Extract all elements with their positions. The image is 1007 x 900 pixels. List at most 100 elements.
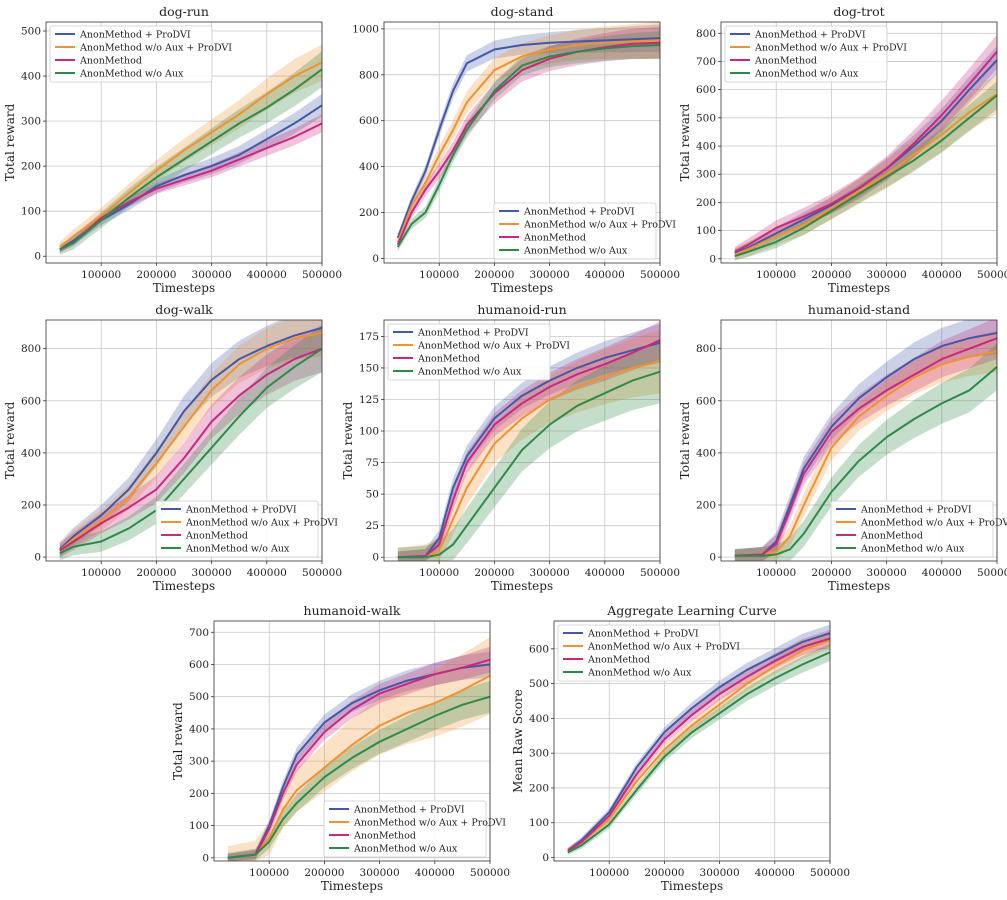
series-line-3 bbox=[397, 339, 660, 559]
legend-label-2: AnonMethod w/o Aux + ProDVI bbox=[754, 43, 907, 54]
x-tick-label: 400000 bbox=[247, 567, 287, 579]
x-axis-label: Timesteps bbox=[321, 879, 383, 893]
y-tick-label: 100 bbox=[529, 817, 549, 829]
x-tick-label: 100000 bbox=[81, 269, 121, 281]
legend-label-1: AnonMethod + ProDVI bbox=[754, 30, 866, 41]
legend-label-3: AnonMethod bbox=[79, 56, 142, 67]
x-tick-label: 300000 bbox=[360, 867, 400, 879]
legend-label-3: AnonMethod bbox=[417, 354, 480, 365]
series-band-4 bbox=[59, 325, 322, 561]
y-axis-label: Total reward bbox=[678, 103, 692, 181]
legend-label-1: AnonMethod + ProDVI bbox=[353, 805, 465, 816]
series-band-4 bbox=[397, 31, 660, 252]
series-band-3 bbox=[59, 114, 322, 253]
series-line-4 bbox=[397, 370, 660, 559]
legend-label-2: AnonMethod w/o Aux + ProDVI bbox=[79, 43, 232, 54]
legend-label-1: AnonMethod + ProDVI bbox=[587, 629, 699, 640]
y-tick-label: 100 bbox=[189, 820, 209, 832]
series-line-3 bbox=[59, 122, 322, 251]
y-tick-label: 600 bbox=[696, 84, 716, 96]
x-tick-label: 500000 bbox=[977, 567, 1007, 579]
x-tick-label: 500000 bbox=[302, 269, 342, 281]
y-tick-label: 200 bbox=[21, 499, 41, 511]
y-tick-label: 800 bbox=[696, 343, 716, 355]
x-tick-label: 200000 bbox=[811, 269, 851, 281]
legend: AnonMethod + ProDVI AnonMethod w/o Aux + … bbox=[323, 800, 506, 858]
y-tick-label: 75 bbox=[366, 457, 379, 469]
series-band-3 bbox=[734, 34, 997, 257]
series-layer bbox=[396, 22, 660, 252]
series-layer bbox=[59, 44, 322, 255]
legend-box bbox=[493, 202, 657, 260]
y-tick-label: 400 bbox=[696, 141, 716, 153]
legend-label-2: AnonMethod w/o Aux + ProDVI bbox=[353, 818, 506, 829]
legend-label-2: AnonMethod w/o Aux + ProDVI bbox=[185, 518, 338, 529]
legend-label-1: AnonMethod + ProDVI bbox=[860, 505, 972, 516]
chart-title: Aggregate Learning Curve bbox=[606, 603, 777, 618]
x-tick-label: 500000 bbox=[977, 269, 1007, 281]
series-line-2 bbox=[396, 39, 660, 243]
legend-box bbox=[724, 25, 888, 83]
legend-label-3: AnonMethod bbox=[754, 56, 817, 67]
chart-title: humanoid-stand bbox=[808, 302, 910, 317]
series-band-4 bbox=[397, 340, 660, 561]
legend-label-4: AnonMethod w/o Aux bbox=[79, 69, 184, 80]
chart-panel-1: 0 100 200 300 400 500 100000 200000 300000 400000… bbox=[3, 4, 342, 295]
series-band-1 bbox=[397, 323, 660, 561]
legend: AnonMethod + ProDVI AnonMethod w/o Aux + … bbox=[387, 323, 570, 381]
y-tick-label: 400 bbox=[21, 71, 41, 83]
legend-label-4: AnonMethod w/o Aux bbox=[860, 544, 965, 555]
legend: AnonMethod + ProDVI AnonMethod w/o Aux + … bbox=[493, 202, 676, 260]
y-tick-label: 600 bbox=[529, 643, 549, 655]
legend: AnonMethod + ProDVI AnonMethod w/o Aux + … bbox=[557, 624, 740, 682]
y-axis-label: Total reward bbox=[678, 401, 692, 479]
series-band-2 bbox=[734, 330, 997, 561]
x-tick-label: 200000 bbox=[136, 269, 176, 281]
chart-panel-6: 0 200 400 600 800 100000 200000 300000 400000 500… bbox=[678, 302, 1007, 593]
y-tick-label: 100 bbox=[21, 206, 41, 218]
x-tick-label: 400000 bbox=[755, 867, 795, 879]
series-band-2 bbox=[59, 320, 322, 558]
legend-label-1: AnonMethod + ProDVI bbox=[417, 328, 529, 339]
y-tick-label: 400 bbox=[189, 723, 209, 735]
y-tick-label: 1000 bbox=[352, 23, 379, 35]
series-band-1 bbox=[227, 651, 490, 861]
x-tick-label: 500000 bbox=[810, 867, 850, 879]
series-line-4 bbox=[59, 68, 322, 251]
y-tick-label: 200 bbox=[21, 161, 41, 173]
y-tick-label: 125 bbox=[359, 394, 379, 406]
chart-panel-4: 0 200 400 600 800 100000 200000 300000 400000 500… bbox=[3, 302, 342, 593]
x-tick-label: 200000 bbox=[474, 567, 514, 579]
series-band-1 bbox=[59, 320, 322, 557]
y-tick-label: 200 bbox=[359, 207, 379, 219]
series-line-2 bbox=[397, 360, 660, 559]
legend-label-1: AnonMethod + ProDVI bbox=[79, 30, 191, 41]
x-tick-label: 100000 bbox=[756, 567, 796, 579]
y-axis-label: Total reward bbox=[171, 702, 185, 780]
legend-box bbox=[49, 25, 213, 83]
series-line-2 bbox=[734, 93, 997, 256]
x-tick-label: 100000 bbox=[589, 867, 629, 879]
x-tick-label: 400000 bbox=[922, 567, 962, 579]
legend-box bbox=[387, 323, 551, 381]
x-axis-label: Timesteps bbox=[153, 281, 215, 295]
axes-frame bbox=[720, 319, 998, 562]
legend-label-4: AnonMethod w/o Aux bbox=[523, 246, 628, 257]
x-tick-label: 300000 bbox=[530, 269, 570, 281]
axes-frame bbox=[45, 21, 323, 264]
y-tick-label: 0 bbox=[202, 852, 209, 864]
legend: AnonMethod + ProDVI AnonMethod w/o Aux + … bbox=[49, 25, 232, 83]
y-tick-label: 300 bbox=[696, 169, 716, 181]
legend-label-4: AnonMethod w/o Aux bbox=[353, 844, 458, 855]
series-line-3 bbox=[567, 637, 830, 852]
y-tick-label: 700 bbox=[696, 56, 716, 68]
axes-frame bbox=[553, 620, 831, 862]
x-tick-label: 200000 bbox=[136, 567, 176, 579]
x-tick-label: 100000 bbox=[249, 867, 289, 879]
series-band-2 bbox=[227, 637, 490, 861]
y-tick-label: 200 bbox=[189, 788, 209, 800]
series-layer bbox=[397, 321, 660, 561]
legend-label-3: AnonMethod bbox=[353, 831, 416, 842]
x-tick-label: 400000 bbox=[247, 269, 287, 281]
x-tick-label: 200000 bbox=[304, 867, 344, 879]
